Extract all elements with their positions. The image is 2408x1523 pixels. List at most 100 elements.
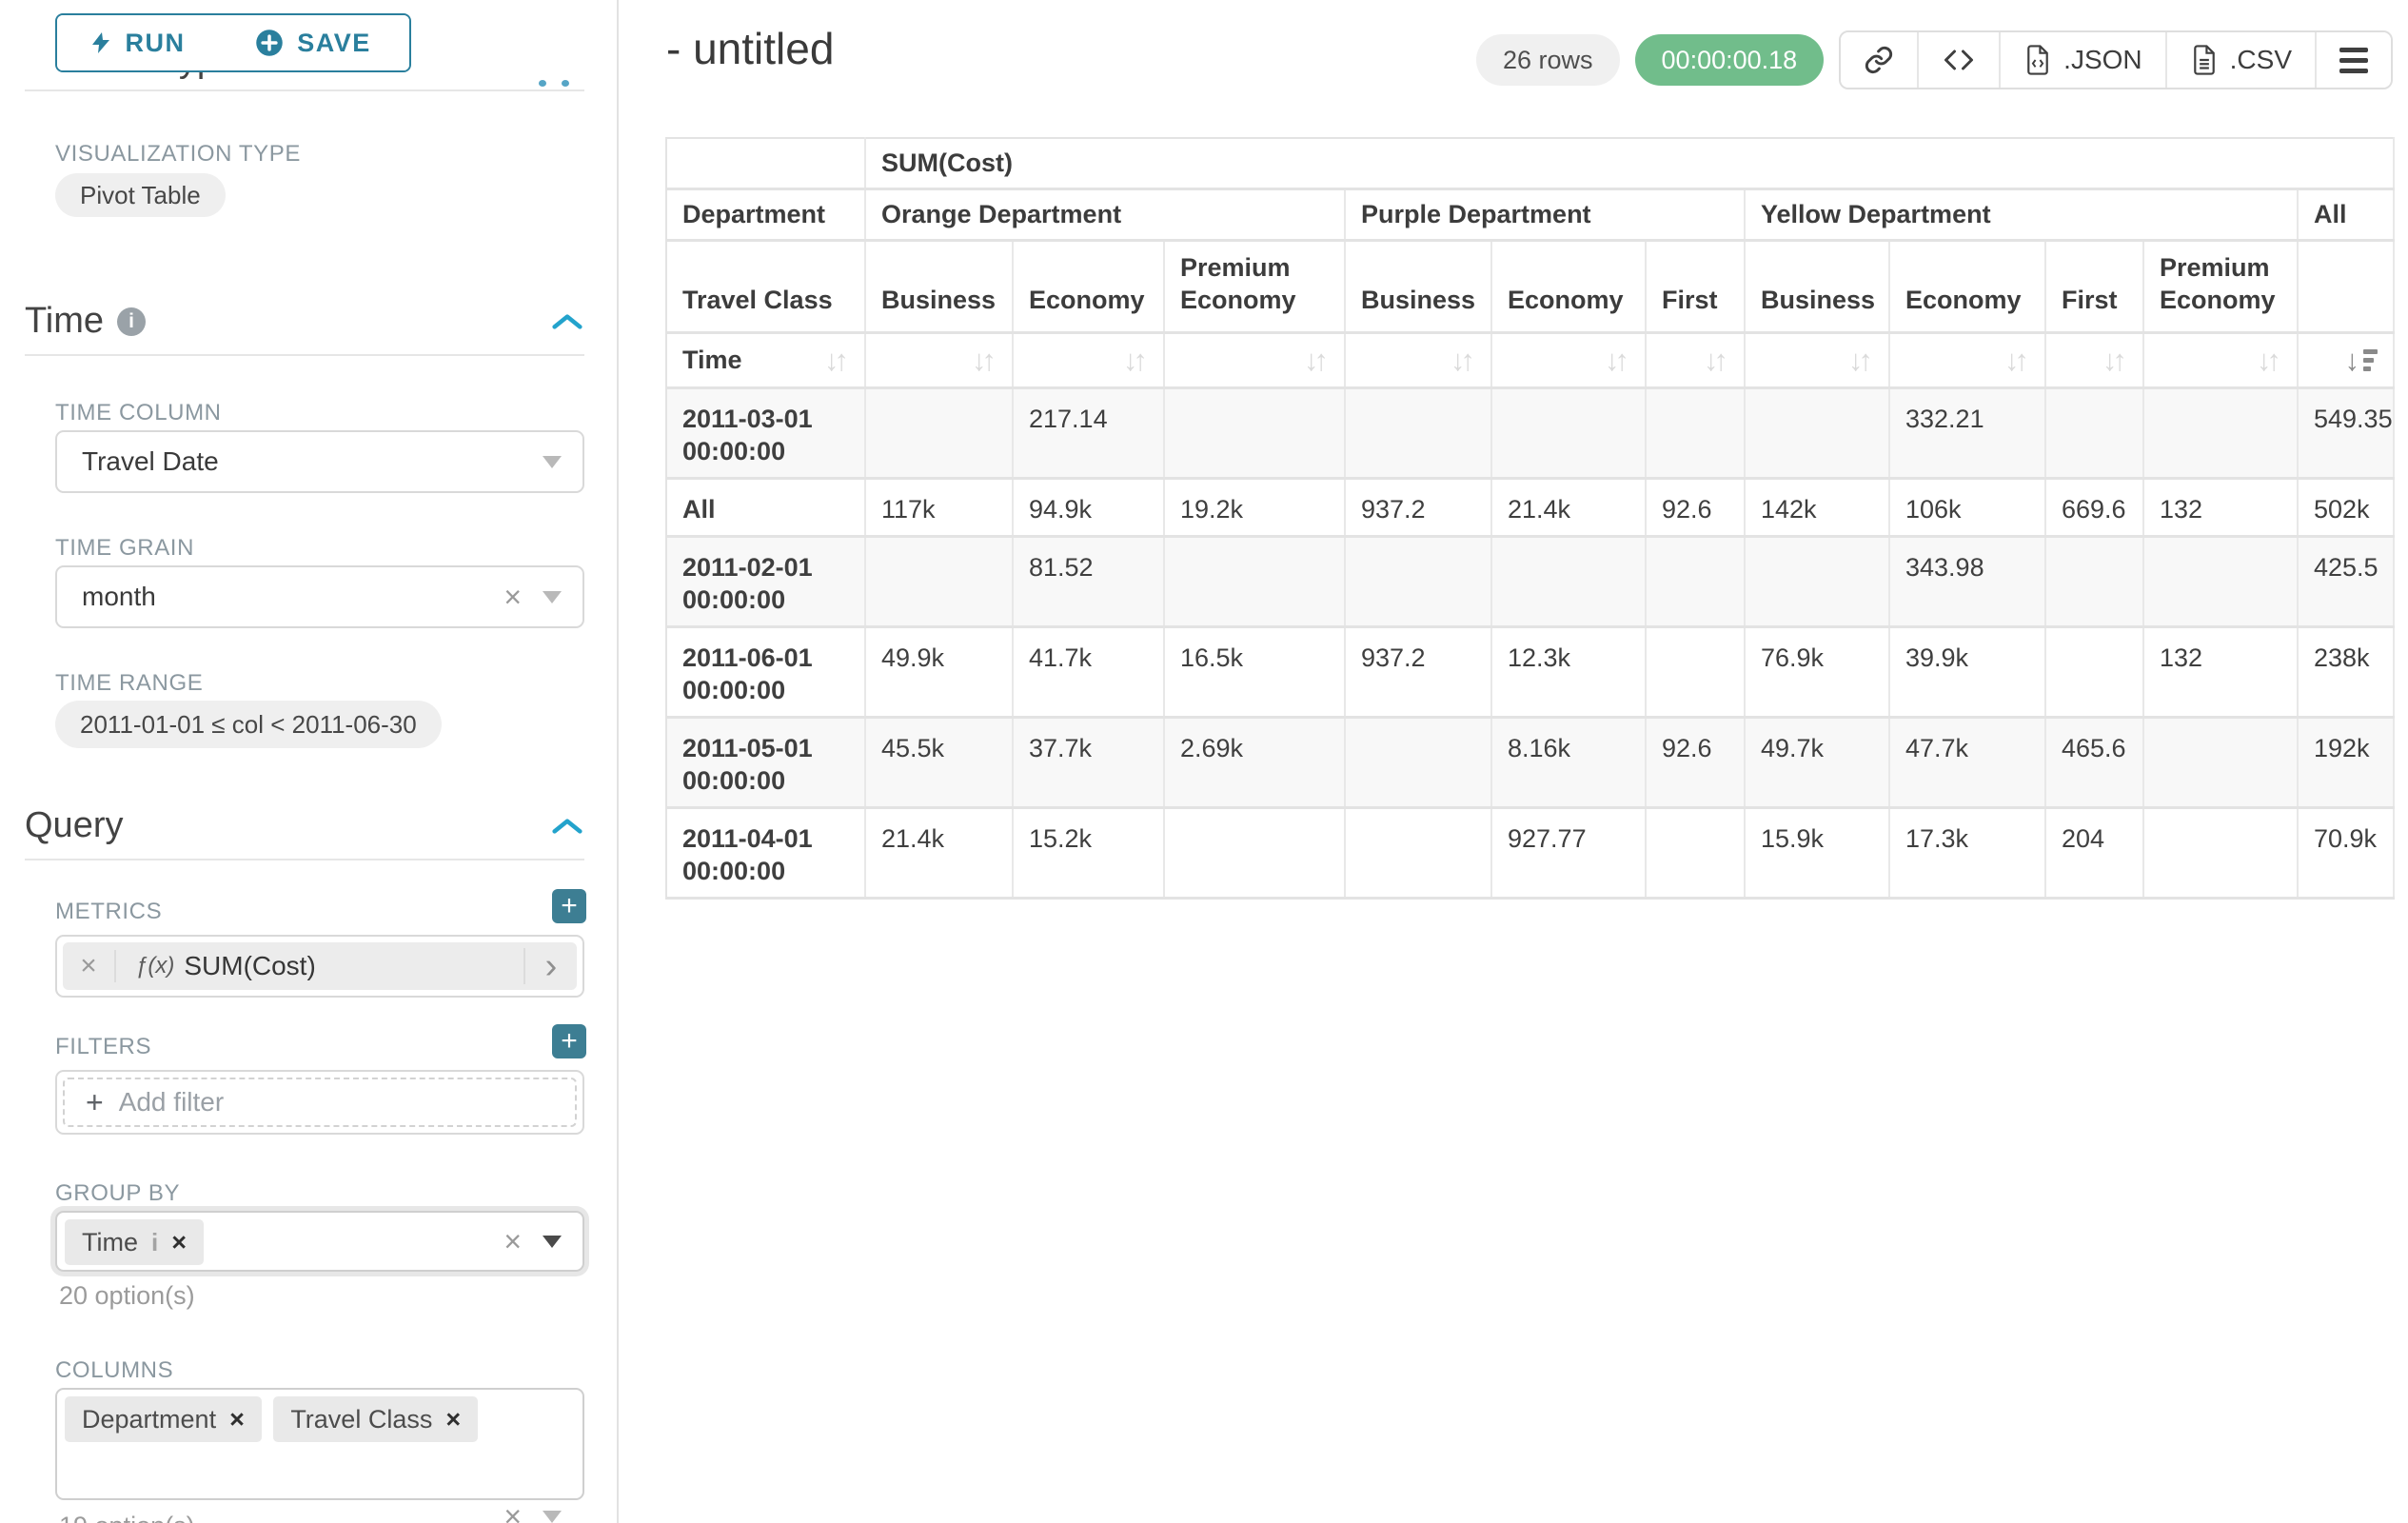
value-cell — [2143, 536, 2299, 628]
sort-cell[interactable]: ↓ ↑ — [1345, 332, 1492, 389]
value-cell: 927.77 — [1491, 807, 1647, 900]
sort-toggle-icon[interactable]: ↓ ↑ — [1451, 344, 1475, 377]
value-cell — [1491, 536, 1647, 628]
sort-toggle-icon[interactable]: ↓ ↑ — [972, 344, 997, 377]
value-cell — [1164, 536, 1346, 628]
visualization-type-label: VISUALIZATION TYPE — [55, 141, 301, 167]
group-by-value-pill[interactable]: Time i × — [65, 1219, 205, 1265]
clear-icon[interactable]: × — [503, 580, 522, 614]
time-section-header: Time i — [25, 301, 582, 342]
value-cell: 45.5k — [865, 717, 1014, 809]
chevron-down-icon — [543, 1235, 562, 1248]
sort-cell[interactable]: ↓ ↑ — [2045, 332, 2144, 389]
value-cell: 81.52 — [1013, 536, 1165, 628]
value-cell — [1646, 387, 1746, 480]
sort-toggle-icon[interactable]: ↓ ↑ — [1123, 344, 1148, 377]
chart-title[interactable]: - untitled — [666, 24, 835, 73]
value-cell — [1745, 536, 1890, 628]
menu-button[interactable] — [2315, 32, 2391, 88]
clear-icon[interactable]: × — [503, 1224, 522, 1258]
export-csv-button[interactable]: .CSV — [2164, 32, 2315, 88]
time-column-select[interactable]: Travel Date — [55, 430, 584, 493]
chevron-right-icon[interactable]: › — [523, 948, 577, 984]
add-filter-plus-button[interactable]: + — [552, 1024, 586, 1058]
visualization-type-pill[interactable]: Pivot Table — [55, 173, 226, 217]
table-row: 2011-05-01 00:00:00 45.5k 37.7k 2.69k 8.16k 9… — [666, 717, 2396, 809]
copy-link-button[interactable] — [1841, 32, 1918, 88]
value-cell — [1345, 387, 1492, 480]
result-toolbar: 26 rows 00:00:00.18 .JSON .CSV — [1475, 30, 2393, 89]
view-query-button[interactable] — [1917, 32, 2000, 88]
chart-area: - untitled 26 rows 00:00:00.18 .JSON .CS… — [619, 0, 2408, 1523]
value-cell: 94.9k — [1013, 478, 1165, 538]
sort-toggle-icon[interactable]: ↓ ↑ — [2257, 344, 2281, 377]
time-axis-cell[interactable]: Time ↓ ↑ — [666, 332, 866, 389]
sort-cell[interactable]: ↓ ↑ — [1164, 332, 1346, 389]
filters-field: + Add filter — [55, 1070, 584, 1135]
time-range-pill[interactable]: 2011-01-01 ≤ col < 2011-06-30 — [55, 701, 442, 748]
group-by-select[interactable]: Time i × × — [55, 1211, 584, 1272]
value-cell: 12.3k — [1491, 626, 1647, 719]
sort-cell[interactable]: ↓ ↑ — [1491, 332, 1647, 389]
column-header: Economy — [1491, 240, 1647, 334]
value-cell — [1491, 387, 1647, 480]
save-button[interactable]: SAVE — [217, 15, 409, 70]
chevron-up-icon[interactable] — [562, 80, 569, 87]
value-cell: 92.6 — [1646, 478, 1746, 538]
sort-toggle-icon[interactable]: ↓ ↑ — [1704, 344, 1728, 377]
columns-value-pill[interactable]: Department × — [65, 1396, 262, 1442]
add-metric-button[interactable]: + — [552, 889, 586, 923]
plus-circle-icon — [256, 30, 283, 56]
chevron-down-icon — [543, 455, 562, 468]
columns-select[interactable]: Department × Travel Class × × — [55, 1388, 584, 1523]
info-icon: i — [117, 307, 147, 336]
value-cell: 37.7k — [1013, 717, 1165, 809]
value-cell — [2045, 626, 2144, 719]
column-header: First — [2045, 240, 2144, 334]
sort-cell[interactable]: ↓ ↑ — [2143, 332, 2299, 389]
chevron-up-icon[interactable] — [552, 313, 582, 330]
sort-descending-icon[interactable]: ↓ — [2345, 346, 2378, 375]
table-row: 2011-03-01 00:00:00 217.14 332.21 549.35 — [666, 387, 2396, 480]
hamburger-icon — [2339, 47, 2368, 73]
sort-cell[interactable]: ↓ ↑ — [1745, 332, 1890, 389]
chevron-up-icon[interactable] — [552, 818, 582, 835]
column-header — [2298, 240, 2396, 334]
column-header: Business — [1745, 240, 1890, 334]
sort-cell[interactable]: ↓ ↑ — [865, 332, 1014, 389]
sort-toggle-icon[interactable]: ↓ ↑ — [1848, 344, 1873, 377]
export-button-group: .JSON .CSV — [1839, 30, 2393, 89]
column-header: Premium Economy — [1164, 240, 1346, 334]
add-filter-button[interactable]: + Add filter — [63, 1078, 577, 1127]
value-cell — [2143, 387, 2299, 480]
sort-toggle-icon[interactable]: ↓ ↑ — [1605, 344, 1629, 377]
sort-toggle-icon[interactable]: ↓ ↑ — [1304, 344, 1329, 377]
export-json-button[interactable]: .JSON — [1999, 32, 2165, 88]
remove-icon[interactable]: × — [445, 1404, 462, 1434]
sort-cell[interactable]: ↓ ↑ — [1646, 332, 1746, 389]
value-cell — [865, 536, 1014, 628]
value-cell: 15.2k — [1013, 807, 1165, 900]
table-row: All 117k 94.9k 19.2k 937.2 21.4k 92.6 142k 106k 6… — [666, 478, 2396, 538]
clear-icon[interactable]: × — [503, 1499, 522, 1523]
value-cell — [865, 387, 1014, 480]
remove-metric-icon[interactable]: × — [63, 950, 116, 982]
sort-toggle-icon[interactable]: ↓ ↑ — [824, 344, 849, 377]
columns-value-pill[interactable]: Travel Class × — [273, 1396, 479, 1442]
remove-icon[interactable]: × — [229, 1404, 245, 1434]
value-cell: 15.9k — [1745, 807, 1890, 900]
run-save-button-group: RUN SAVE — [55, 13, 411, 72]
time-grain-select[interactable]: month × — [55, 565, 584, 628]
remove-icon[interactable]: × — [171, 1227, 188, 1256]
metric-pill[interactable]: × ƒ(x) SUM(Cost) › — [63, 942, 577, 990]
chevron-up-icon[interactable] — [539, 80, 546, 87]
sort-toggle-icon[interactable]: ↓ ↑ — [2102, 344, 2127, 377]
sort-toggle-icon[interactable]: ↓ ↑ — [2004, 344, 2029, 377]
row-key-cell: 2011-04-01 00:00:00 — [666, 807, 866, 900]
column-header: Economy — [1013, 240, 1165, 334]
run-button[interactable]: RUN — [57, 15, 217, 70]
sort-cell[interactable]: ↓ ↑ — [1889, 332, 2046, 389]
sort-cell[interactable]: ↓ — [2298, 332, 2396, 389]
column-header: Business — [1345, 240, 1492, 334]
sort-cell[interactable]: ↓ ↑ — [1013, 332, 1165, 389]
